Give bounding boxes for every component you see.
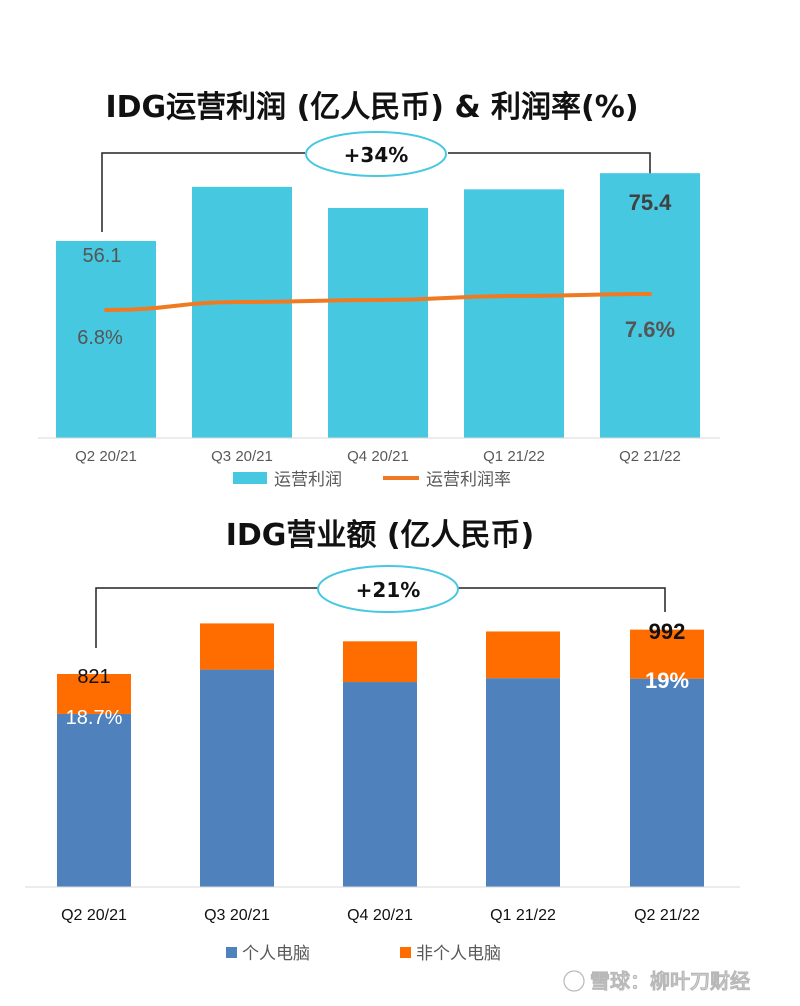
chart2-legend-swatch-pc [226, 947, 237, 958]
chart1-x-tick-1: Q2 20/21 [75, 448, 137, 465]
chart1-x-tick-3: Q4 20/21 [347, 448, 409, 465]
watermark: 雪球：柳叶刀财经 [563, 969, 750, 993]
chart1-growth-label: +34% [344, 143, 409, 167]
chart1-last-margin: 7.6% [625, 317, 675, 342]
chart2-title: IDG营业额 (亿人民币) [226, 518, 535, 553]
chart1-title: IDG运营利润 (亿人民币) & 利润率(%) [105, 90, 638, 125]
chart2-legend: 个人电脑 非个人电脑 [226, 944, 501, 964]
chart1-bars [56, 173, 700, 438]
chart1-x-tick-5: Q2 21/22 [619, 448, 681, 465]
chart1-legend-label-margin: 运营利润率 [426, 470, 511, 490]
watermark-text: 雪球：柳叶刀财经 [590, 969, 750, 993]
chart1-legend-swatch-bar [233, 472, 267, 484]
chart2-bar-5-pc [630, 678, 704, 887]
chart2-x-tick-2: Q3 20/21 [204, 907, 270, 924]
revenue-chart: IDG营业额 (亿人民币) +21% Q2 20/21 Q3 20/21 Q4 20… [25, 518, 740, 964]
chart2-bar-2-nonpc [200, 623, 274, 670]
chart2-growth-bracket [95, 587, 318, 648]
chart2-bar-5-nonpc [630, 629, 704, 679]
chart1-x-tick-2: Q3 20/21 [211, 448, 273, 465]
chart2-growth-ellipse [317, 565, 459, 613]
chart2-bar-1-pc [57, 713, 131, 887]
chart1-bar-2 [192, 186, 292, 438]
chart2-last-share: 19% [645, 668, 689, 693]
chart1-legend-label-profit: 运营利润 [274, 470, 342, 490]
chart1-margin-line [104, 292, 652, 312]
chart1-growth-bracket [101, 152, 305, 232]
chart2-legend-label-nonpc: 非个人电脑 [416, 944, 501, 964]
chart1-last-value: 75.4 [629, 190, 673, 215]
chart2-last-total: 992 [649, 619, 686, 644]
chart2-legend-label-pc: 个人电脑 [242, 944, 310, 964]
chart2-bar-4-nonpc [486, 631, 560, 679]
chart1-bar-4 [464, 189, 564, 438]
chart2-x-tick-5: Q2 21/22 [634, 907, 700, 924]
chart2-bar-4-pc [486, 678, 560, 887]
chart2-legend-swatch-nonpc [400, 947, 411, 958]
chart1-legend: 运营利润 运营利润率 [233, 470, 511, 490]
chart2-growth-label: +21% [356, 578, 421, 602]
chart2-first-total: 821 [77, 666, 110, 688]
chart2-bar-2-pc [200, 669, 274, 887]
chart2-bars [57, 623, 704, 887]
chart2-x-tick-3: Q4 20/21 [347, 907, 413, 924]
chart1-bar-5 [600, 173, 700, 438]
snowball-logo-icon [563, 970, 585, 992]
chart1-first-margin: 6.8% [77, 327, 123, 349]
chart2-first-share: 18.7% [66, 707, 123, 729]
chart2-x-ticks: Q2 20/21 Q3 20/21 Q4 20/21 Q1 21/22 Q2 21/22 [61, 907, 700, 924]
chart2-bar-3-pc [343, 682, 417, 887]
operating-profit-chart: IDG运营利润 (亿人民币) & 利润率(%) +34% Q2 20/21 Q3 … [38, 90, 720, 490]
chart1-x-ticks: Q2 20/21 Q3 20/21 Q4 20/21 Q1 21/22 Q2 21/22 [75, 448, 681, 465]
chart1-growth-ellipse [305, 131, 447, 177]
chart1-x-tick-4: Q1 21/22 [483, 448, 545, 465]
chart2-bar-3-nonpc [343, 641, 417, 683]
chart2-growth-bracket-right [458, 587, 666, 612]
chart2-x-tick-1: Q2 20/21 [61, 907, 127, 924]
chart1-first-value: 56.1 [83, 245, 122, 267]
chart1-bar-3 [328, 207, 428, 438]
chart1-bar-1 [56, 240, 156, 438]
chart2-x-tick-4: Q1 21/22 [490, 907, 556, 924]
chart2-bar-1-nonpc [57, 674, 131, 714]
